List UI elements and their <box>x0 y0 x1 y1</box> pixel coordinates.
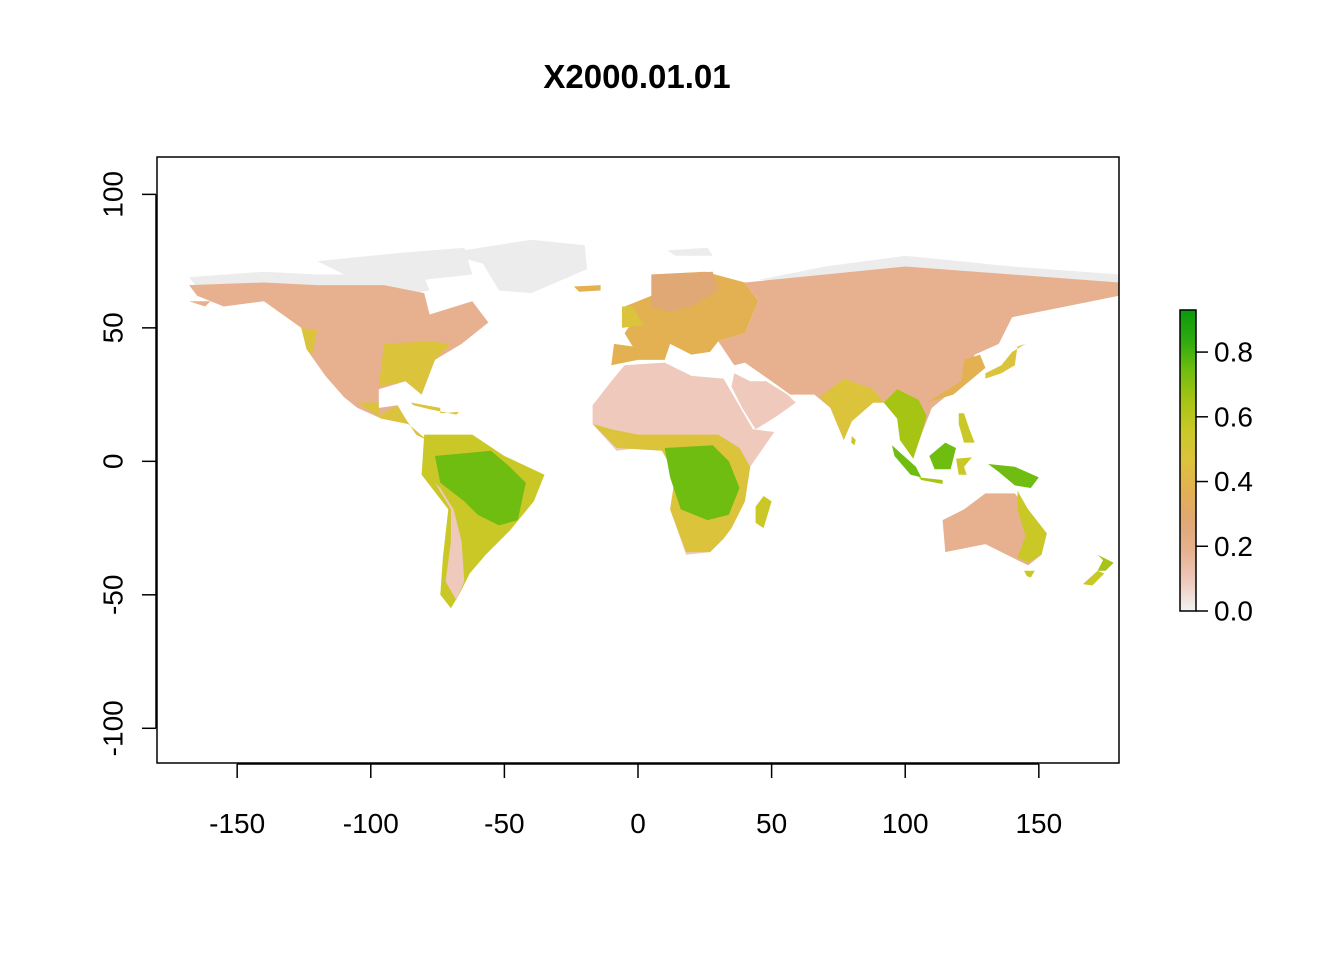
legend-tick-label: 0.8 <box>1214 337 1253 368</box>
x-tick-label: -50 <box>484 808 524 839</box>
region-arabia <box>731 373 796 430</box>
region-mexico-central-america <box>357 402 427 440</box>
x-axis: -150 -100 -50 0 50 100 150 <box>209 763 1062 839</box>
region-sumatra <box>891 445 922 478</box>
region-europe <box>611 271 759 366</box>
region-uk <box>622 306 644 328</box>
region-greenland <box>445 239 588 294</box>
region-arctic-islands <box>317 247 473 280</box>
region-madagascar <box>755 496 772 529</box>
region-us-east <box>378 341 451 395</box>
region-caribbean <box>410 402 459 415</box>
plot-title: X2000.01.01 <box>543 58 731 95</box>
region-java <box>918 477 943 484</box>
region-philippines <box>958 413 975 443</box>
legend-tick-label: 0.2 <box>1214 531 1253 562</box>
region-alaska-islands <box>189 301 211 307</box>
y-tick-label: -100 <box>98 700 129 756</box>
region-svalbard <box>667 247 713 256</box>
y-tick-label: -50 <box>98 575 129 615</box>
region-borneo <box>929 442 956 470</box>
y-tick-label: 0 <box>98 454 129 470</box>
region-japan <box>985 343 1026 379</box>
legend-tick-label: 0.4 <box>1214 466 1253 497</box>
region-asia <box>718 266 1119 440</box>
region-pacific-northwest <box>301 327 318 355</box>
region-east-china-korea <box>926 354 986 403</box>
region-north-america <box>189 282 489 440</box>
region-new-guinea <box>988 464 1039 488</box>
x-tick-label: 50 <box>756 808 787 839</box>
region-atacama-patagonia <box>434 482 465 601</box>
region-iceland <box>573 285 601 292</box>
y-tick-label: 50 <box>98 312 129 343</box>
legend-tick-label: 0.6 <box>1214 401 1253 432</box>
region-amazon <box>434 450 526 526</box>
x-tick-label: 100 <box>882 808 929 839</box>
region-tasmania <box>1024 570 1035 578</box>
raster-layer <box>189 239 1119 609</box>
region-sulawesi <box>956 457 972 475</box>
x-tick-label: -150 <box>209 808 265 839</box>
region-india <box>819 378 884 440</box>
region-east-australia <box>1017 490 1047 563</box>
x-tick-label: -100 <box>343 808 399 839</box>
region-new-zealand-south <box>1082 570 1105 586</box>
y-axis: 100 50 0 -50 -100 <box>98 171 157 756</box>
color-legend: 0.0 0.2 0.4 0.6 0.8 <box>1179 309 1253 627</box>
region-new-zealand <box>1097 554 1114 571</box>
region-sri-lanka <box>851 436 856 446</box>
x-tick-label: 150 <box>1015 808 1062 839</box>
y-tick-label: 100 <box>98 171 129 218</box>
region-scandinavia <box>651 271 719 312</box>
region-central-africa <box>664 445 740 521</box>
legend-tick-label: 0.0 <box>1214 596 1253 627</box>
region-southeast-asia <box>883 389 927 459</box>
x-tick-label: 0 <box>630 808 646 839</box>
legend-color-bar <box>1179 309 1197 612</box>
plot-frame <box>156 156 1120 764</box>
